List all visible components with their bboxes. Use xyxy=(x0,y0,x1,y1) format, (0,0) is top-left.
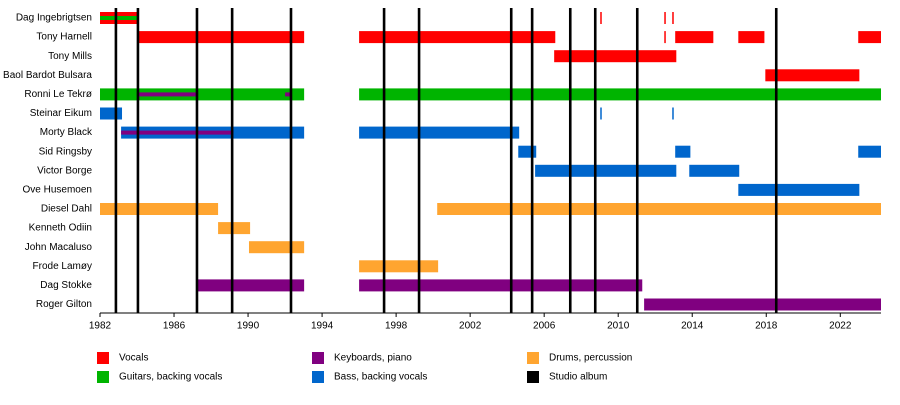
member-label: Baol Bardot Bulsara xyxy=(3,70,92,81)
role-bar xyxy=(600,107,602,120)
legend-label: Guitars, backing vocals xyxy=(119,372,222,383)
role-bar xyxy=(359,279,643,292)
legend-swatch xyxy=(527,371,539,383)
member-label: Tony Harnell xyxy=(36,32,92,43)
x-tick-label: 2010 xyxy=(607,321,630,332)
role-bar xyxy=(100,107,123,120)
role-stripe xyxy=(285,92,291,97)
role-bar xyxy=(675,145,691,158)
role-bar xyxy=(359,31,556,44)
role-bar xyxy=(600,12,602,24)
role-stripe xyxy=(100,16,138,20)
role-stripe xyxy=(137,92,199,97)
x-tick-label: 2002 xyxy=(459,321,482,332)
role-bar xyxy=(858,145,881,158)
legend-swatch xyxy=(97,352,109,364)
member-label: Steinar Eikum xyxy=(30,108,92,119)
member-label: Dag Ingebrigtsen xyxy=(16,13,92,24)
x-tick-label: 1994 xyxy=(311,321,334,332)
role-bar xyxy=(738,183,860,196)
member-label: Ove Husemoen xyxy=(23,185,92,196)
role-bar xyxy=(664,12,666,24)
role-bar xyxy=(100,88,305,101)
member-label: Dag Stokke xyxy=(40,280,92,291)
role-bar xyxy=(689,164,740,177)
member-label: Frode Lamøy xyxy=(33,261,92,272)
role-stripe xyxy=(121,130,233,135)
role-bar xyxy=(100,203,219,215)
x-tick-label: 2018 xyxy=(755,321,778,332)
member-label: Victor Borge xyxy=(37,165,92,176)
member-label: Ronni Le Tekrø xyxy=(24,89,92,100)
role-bar xyxy=(518,145,537,158)
role-bar xyxy=(644,298,881,311)
role-bar xyxy=(196,279,305,292)
x-tick-label: 1986 xyxy=(163,321,186,332)
legend-label: Bass, backing vocals xyxy=(334,372,427,383)
legend-swatch xyxy=(312,352,324,364)
role-bar xyxy=(437,203,881,215)
role-bar xyxy=(858,31,881,44)
role-bar xyxy=(218,222,251,235)
x-tick-label: 2006 xyxy=(533,321,556,332)
role-bar xyxy=(248,241,305,254)
role-bar xyxy=(359,260,439,273)
member-label: Diesel Dahl xyxy=(41,204,92,215)
legend-label: Drums, percussion xyxy=(549,353,632,364)
member-label: Tony Mills xyxy=(48,51,92,62)
role-bar xyxy=(554,50,677,63)
legend-swatch xyxy=(527,352,539,364)
role-bar xyxy=(359,126,520,139)
role-bar xyxy=(664,31,666,44)
role-bar xyxy=(738,31,765,44)
x-tick-label: 1982 xyxy=(89,321,112,332)
legend-label: Keyboards, piano xyxy=(334,353,412,364)
role-bar xyxy=(535,164,677,177)
member-label: Sid Ringsby xyxy=(39,146,92,157)
member-label: Roger Gilton xyxy=(36,299,92,310)
role-bar xyxy=(672,12,674,24)
role-bar xyxy=(765,69,860,82)
role-bar xyxy=(675,31,714,44)
legend-label: Vocals xyxy=(119,353,148,364)
legend-swatch xyxy=(97,371,109,383)
role-bar xyxy=(672,107,674,120)
legend-label: Studio album xyxy=(549,372,607,383)
role-bar xyxy=(359,88,882,101)
legend-swatch xyxy=(312,371,324,383)
x-tick-label: 1998 xyxy=(385,321,408,332)
member-label: John Macaluso xyxy=(25,242,93,253)
x-tick-label: 1990 xyxy=(237,321,260,332)
member-label: Kenneth Odiin xyxy=(29,223,92,234)
x-tick-label: 2014 xyxy=(681,321,704,332)
member-label: Morty Black xyxy=(40,127,93,138)
role-bar xyxy=(137,31,305,44)
x-tick-label: 2022 xyxy=(829,321,852,332)
